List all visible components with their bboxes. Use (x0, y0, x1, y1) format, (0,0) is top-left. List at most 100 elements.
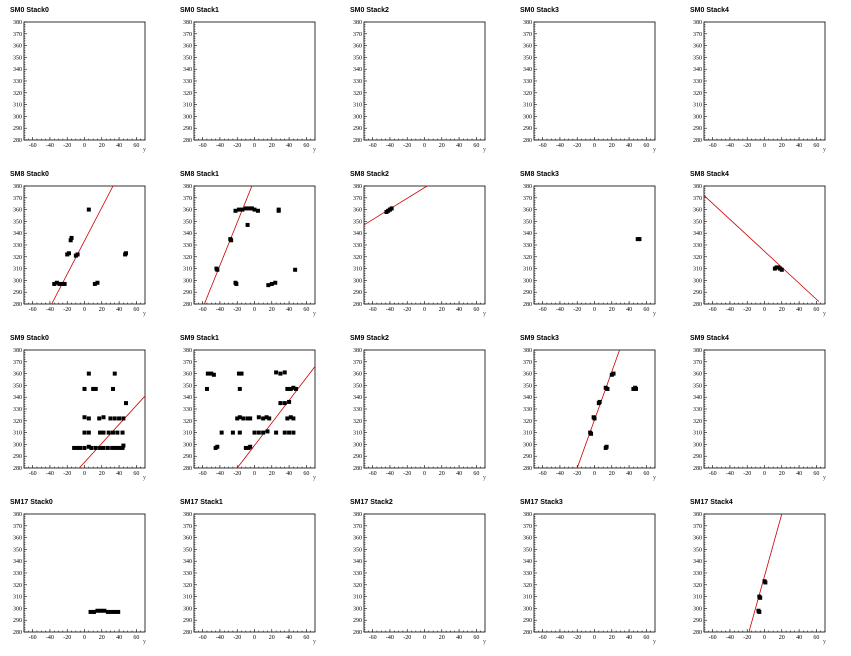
y-tick-label: 320 (693, 583, 702, 589)
data-point (273, 280, 278, 285)
panel-title: SM9 Stack0 (10, 335, 49, 342)
y-tick-label: 370 (523, 32, 532, 38)
y-tick-label: 320 (13, 91, 22, 97)
panel-title: SM0 Stack2 (350, 7, 389, 14)
fit-line (204, 186, 253, 304)
data-point (108, 416, 113, 421)
x-tick-label: -60 (369, 143, 377, 149)
y-tick-label: 330 (353, 407, 362, 413)
plot-frame (23, 21, 146, 141)
data-point (239, 371, 244, 376)
x-tick-label: -40 (726, 635, 734, 641)
y-tick-label: 310 (523, 431, 532, 437)
data-point (123, 401, 128, 406)
y-tick-label: 340 (183, 395, 192, 401)
plot-frame (363, 513, 486, 633)
panel: SM17 Stack4 280 290 300 310 320 330 340 350 360 37… (690, 499, 826, 645)
y-tick-label: 380 (353, 348, 362, 354)
plot-frame (23, 185, 146, 305)
y-tick-label: 280 (693, 138, 702, 144)
data-point (72, 445, 77, 450)
data-point (111, 430, 116, 435)
data-point (82, 415, 87, 420)
x-tick-label: -40 (46, 307, 54, 313)
x-tick-label: -20 (63, 143, 71, 149)
x-tick-label: 0 (423, 635, 426, 641)
panel: SM0 Stack3 280 290 300 310 320 330 340 350 360 370… (520, 7, 656, 153)
y-tick-label: 320 (13, 255, 22, 261)
data-point (633, 386, 638, 391)
x-tick-label: 0 (253, 635, 256, 641)
x-tick-label: 0 (593, 307, 596, 313)
y-tick-label: 330 (183, 407, 192, 413)
x-axis-label: y (823, 475, 826, 481)
y-tick-label: 350 (693, 55, 702, 61)
y-tick-label: 290 (353, 454, 362, 460)
y-tick-label: 310 (693, 431, 702, 437)
data-point (88, 609, 93, 614)
x-tick-label: 40 (796, 307, 802, 313)
data-point (112, 371, 117, 376)
data-point (230, 430, 235, 435)
data-point (205, 371, 210, 376)
y-tick-label: 340 (13, 395, 22, 401)
data-point (291, 416, 296, 421)
data-point (237, 386, 242, 391)
plot-frame (703, 185, 826, 305)
x-tick-label: -40 (556, 635, 564, 641)
x-tick-label: 40 (456, 471, 462, 477)
y-tick-label: 360 (693, 372, 702, 378)
y-tick-label: 360 (693, 536, 702, 542)
data-point (73, 253, 78, 258)
y-tick-label: 290 (693, 126, 702, 132)
data-point (109, 609, 114, 614)
y-tick-label: 310 (183, 595, 192, 601)
x-tick-label: 60 (133, 307, 139, 313)
data-point (82, 445, 87, 450)
x-tick-label: 40 (796, 635, 802, 641)
y-tick-label: 350 (183, 383, 192, 389)
y-tick-label: 290 (13, 290, 22, 296)
y-tick-label: 340 (183, 231, 192, 237)
y-tick-label: 340 (13, 67, 22, 73)
x-tick-label: 20 (439, 635, 445, 641)
plot-frame (193, 349, 316, 469)
y-tick-label: 280 (353, 302, 362, 308)
y-tick-label: 360 (353, 536, 362, 542)
y-tick-label: 300 (523, 278, 532, 284)
y-tick-label: 300 (13, 278, 22, 284)
x-axis-label: y (653, 311, 656, 317)
y-tick-label: 350 (183, 55, 192, 61)
x-tick-label: 60 (813, 307, 819, 313)
data-point (98, 430, 103, 435)
data-point (249, 206, 254, 211)
x-tick-label: 20 (269, 143, 275, 149)
plot-frame (533, 349, 656, 469)
x-axis-label: y (143, 311, 146, 317)
data-point (86, 416, 91, 421)
data-point (597, 399, 602, 404)
data-point (102, 608, 107, 613)
y-tick-label: 310 (13, 103, 22, 109)
y-tick-label: 380 (183, 20, 192, 26)
panel: SM17 Stack2 280 290 300 310 320 330 340 350 360 37… (350, 499, 486, 645)
x-tick-label: 40 (116, 307, 122, 313)
x-tick-label: 0 (83, 471, 86, 477)
y-tick-label: 350 (523, 547, 532, 553)
x-tick-label: -40 (386, 307, 394, 313)
y-tick-label: 320 (523, 91, 532, 97)
x-tick-label: -20 (743, 143, 751, 149)
x-tick-label: 40 (286, 471, 292, 477)
data-point (57, 281, 62, 286)
data-point (293, 386, 298, 391)
data-point (256, 430, 261, 435)
fit-line (704, 195, 820, 302)
data-point (252, 430, 257, 435)
y-tick-label: 340 (523, 67, 532, 73)
y-tick-label: 330 (183, 571, 192, 577)
x-axis-label: y (313, 475, 316, 481)
data-point (243, 206, 248, 211)
y-tick-label: 330 (183, 79, 192, 85)
data-point (69, 235, 74, 240)
data-point (235, 416, 240, 421)
